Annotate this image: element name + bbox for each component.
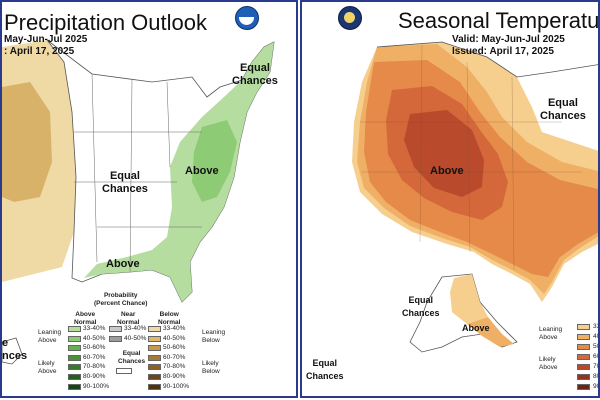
issued-prefix: : (4, 46, 8, 57)
legend-leaning-above: Leaning Above (38, 329, 62, 344)
legend-range-below-1: 40-50% (163, 334, 186, 342)
legend-swatch-near-1 (109, 335, 122, 342)
legend-range-below-3: 60-70% (163, 353, 186, 361)
legend-range-below-5: 80-90% (163, 373, 186, 380)
legend-swatch-above-1 (577, 334, 590, 340)
legend-swatch-above-5 (68, 374, 81, 380)
legend-equal-chances: Equal Chances (118, 350, 146, 365)
doc-seal (338, 6, 362, 30)
legend-range-above-1: 40-50% (83, 334, 106, 342)
valid-date: May-Jun-Jul 2025 (4, 34, 88, 45)
valid-label: Valid: (452, 34, 479, 45)
temp-equal-chances-ne (517, 65, 598, 151)
legend-range-above-3: 60-70% (83, 353, 106, 361)
legend-swatch-above-6 (577, 384, 590, 390)
issued-date: April 17, 2025 (489, 46, 554, 57)
legend-range-below-2: 50-60% (163, 344, 186, 352)
legend-swatch-above-4 (68, 364, 81, 371)
legend-range-above-4: 70 (593, 363, 600, 370)
precipitation-map (2, 39, 275, 365)
label-equal-chances-sw: Equal Chances (306, 358, 344, 381)
legend-range-above-0: 33-40% (83, 325, 106, 332)
above-normal-stronger-region (192, 120, 237, 202)
noaa-logo (235, 6, 259, 30)
above-normal-region (84, 42, 274, 302)
temperature-map (352, 41, 598, 353)
legend-range-below-4: 70-80% (163, 363, 186, 371)
legend-swatch-above-2 (577, 344, 590, 350)
label-equal-chances-ne: Equal Chances (232, 62, 278, 87)
temperature-outlook-panel: Seasonal Temperatur Valid: May-Jun-Jul 2… (300, 0, 600, 398)
legend-swatch-above-6 (68, 383, 81, 390)
legend-likely-above: Likely Above (539, 356, 558, 371)
legend-range-below-0: 33-40% (163, 325, 186, 332)
legend-range-above-1: 40 (593, 333, 600, 340)
legend-range-below-6: 90-100% (163, 382, 190, 390)
map-title: Seasonal Temperatur (398, 8, 600, 33)
legend-swatch-above-3 (577, 354, 590, 360)
alaska-40-region (467, 317, 514, 347)
legend-col-near: Near Normal (117, 311, 140, 326)
map-title: Precipitation Outlook (4, 10, 207, 35)
alaska-leaning-above (450, 274, 488, 324)
legend-range-above-6: 90-100% (83, 382, 110, 390)
legend-swatch-above-2 (68, 345, 81, 352)
legend-swatch-below-1 (148, 335, 161, 342)
legend-swatch-above-5 (577, 374, 590, 380)
legend-range-above-5: 80-90% (83, 373, 106, 380)
label-equal-chances-center: Equal Chances (102, 170, 148, 195)
issued-date: April 17, 2025 (9, 46, 75, 57)
issued-line: : April 17, 2025 (4, 46, 74, 58)
legend-likely-above: Likely Above (38, 360, 57, 375)
legend-swatch-near-0 (109, 326, 122, 332)
temp-70-region (404, 110, 484, 197)
precipitation-outlook-panel: Precipitation Outlook May-Jun-Jul 2025 :… (0, 0, 298, 398)
legend-leaning-above: Leaning Above (539, 326, 563, 341)
legend-swatch-below-4 (148, 364, 161, 371)
legend-swatch-below-3 (148, 354, 161, 361)
valid-line: Valid: May-Jun-Jul 2025 (452, 34, 565, 46)
label-equal-chances-ne: Equal Chances (540, 97, 586, 122)
legend-range-above-5: 80 (593, 373, 600, 380)
label-above-center: Above (430, 165, 464, 177)
legend-swatch-below-2 (148, 345, 161, 352)
legend-likely-below: Likely Below (202, 360, 220, 375)
legend-leaning-below: Leaning Below (202, 329, 226, 344)
issued-line: Issued: April 17, 2025 (452, 46, 554, 58)
legend-swatch-above-4 (577, 364, 590, 370)
legend-swatch-above-0 (68, 326, 81, 332)
legend-range-near-0: 33-40% (124, 325, 147, 332)
legend-swatch-above-0 (577, 324, 590, 330)
legend-swatch-equal (116, 368, 132, 374)
legend-range-above-2: 50-60% (83, 344, 106, 352)
legend-range-above-2: 50 (593, 343, 600, 350)
label-above-south: Above (106, 258, 140, 270)
label-alaska-equal-chances: e nces (2, 337, 28, 362)
alaska-outline (2, 337, 23, 365)
legend-title: Probability (Percent Chance) (94, 292, 148, 307)
legend-swatch-below-5 (148, 374, 161, 380)
legend-col-above: Above Normal (74, 311, 97, 326)
issued-label: Issued: (452, 46, 488, 57)
label-above-ak: Above (462, 323, 490, 333)
legend-range-above-6: 90 (593, 383, 600, 390)
label-above-east: Above (185, 165, 219, 177)
valid-date: May-Jun-Jul 2025 (481, 34, 565, 45)
label-equal-chances-ak: Equal Chances (402, 295, 440, 318)
legend-range-near-1: 40-50% (124, 334, 147, 342)
legend-swatch-above-3 (68, 354, 81, 361)
legend-col-below: Below Normal (158, 311, 181, 326)
below-normal-stronger-region (2, 82, 52, 202)
legend-range-above-3: 60 (593, 353, 600, 360)
legend-range-above-0: 33 (593, 323, 600, 330)
legend-swatch-below-6 (148, 383, 161, 390)
legend-swatch-above-1 (68, 335, 81, 342)
legend-range-above-4: 70-80% (83, 363, 106, 371)
legend-swatch-below-0 (148, 326, 161, 332)
